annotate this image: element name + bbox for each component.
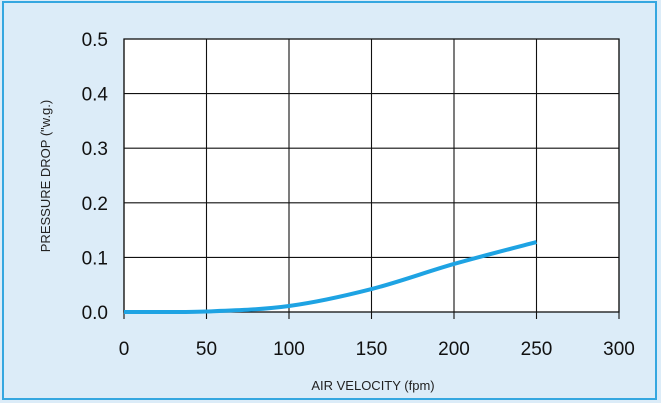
y-axis-label: PRESSURE DROP ("w.g.) [38,100,53,252]
y-tick-label: 0.3 [82,139,108,160]
y-tick-label: 0.2 [82,194,108,215]
x-tick-label: 250 [521,339,553,360]
x-axis-label: AIR VELOCITY (fpm) [311,378,434,393]
y-tick-label: 0.0 [82,303,108,324]
y-tick-label: 0.4 [82,85,109,106]
y-tick-label: 0.5 [82,30,108,51]
x-tick-label: 50 [196,339,217,360]
x-tick-label: 100 [273,339,305,360]
x-tick-label: 150 [356,339,388,360]
series-line [123,240,538,315]
x-tick-label: 200 [438,339,470,360]
x-tick-label: 0 [119,339,130,360]
x-tick-label: 300 [603,339,635,360]
y-tick-label: 0.1 [82,248,108,269]
